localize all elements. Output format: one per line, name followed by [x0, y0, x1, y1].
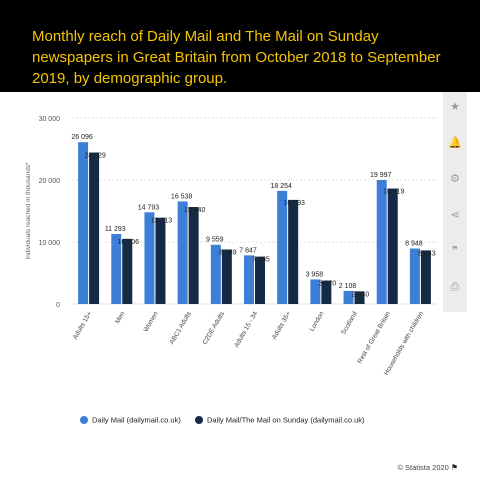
legend-label: Daily Mail/The Mail on Sunday (dailymail… — [207, 415, 365, 425]
bar — [354, 291, 365, 304]
star-icon[interactable]: ★ — [450, 100, 460, 113]
bar — [321, 280, 332, 304]
data-label: 9 559 — [206, 237, 224, 244]
bar — [89, 152, 100, 304]
print-icon[interactable]: ⎙ — [450, 280, 460, 293]
bar — [111, 233, 122, 304]
data-label: 13 913 — [151, 218, 173, 225]
bar — [221, 249, 232, 304]
y-axis-label: Individuals reached in thousands* — [25, 162, 32, 260]
legend-label: Daily Mail (dailymail.co.uk) — [92, 415, 181, 425]
x-tick-label: Adults 35+ — [271, 310, 293, 340]
bar — [177, 201, 188, 304]
data-label: 16 538 — [171, 193, 193, 200]
bar — [288, 199, 299, 304]
data-label: 3 770 — [319, 281, 337, 288]
x-tick-label: C2DE Adults — [202, 310, 227, 346]
data-label: 18 619 — [383, 189, 405, 196]
data-label: 8 948 — [405, 241, 423, 248]
bell-icon[interactable]: 🔔 — [448, 136, 462, 149]
x-tick-label: Households with children — [383, 310, 425, 376]
bar — [78, 142, 89, 304]
x-tick-label: Adults 15+ — [72, 310, 94, 340]
data-label: 18 254 — [270, 183, 292, 190]
x-tick-label: Women — [142, 310, 159, 333]
quote-icon[interactable]: ❞ — [452, 244, 458, 257]
data-label: 24 429 — [84, 153, 106, 160]
footer: © Statista 2020 ⚑ — [397, 463, 458, 472]
legend-marker — [80, 416, 88, 425]
sidebar-toolbar: ★ 🔔 ⚙ ⋖ ❞ ⎙ — [443, 92, 467, 312]
bar-chart: 0 10 000 20 000 30 000 Individuals reached i… — [25, 116, 437, 377]
data-label: 11 293 — [105, 226, 126, 233]
bar — [244, 255, 254, 304]
chart-title: Monthly reach of Daily Mail and The Mail… — [32, 28, 441, 87]
data-label: 3 958 — [306, 271, 324, 278]
x-tick-label: Adults 15 - 34 — [233, 310, 259, 349]
legend-item-daily-mail[interactable]: Daily Mail (dailymail.co.uk) — [80, 415, 181, 425]
x-tick-label: Scotland — [340, 310, 359, 336]
x-tick-label: Rest of Great Britain — [356, 310, 392, 365]
flag-icon[interactable]: ⚑ — [450, 463, 458, 472]
y-tick-label: 20 000 — [39, 178, 61, 185]
x-tick-label: Men — [114, 310, 127, 325]
bar — [387, 188, 398, 304]
data-label: 19 997 — [370, 172, 392, 179]
title-banner: Monthly reach of Daily Mail and The Mail… — [0, 0, 480, 92]
bar — [343, 290, 354, 304]
data-label: 7 847 — [239, 247, 257, 254]
bar — [310, 279, 321, 304]
bar — [409, 248, 420, 304]
share-icon[interactable]: ⋖ — [450, 208, 460, 221]
x-tick-label: London — [309, 310, 326, 333]
bar — [210, 244, 221, 304]
data-label: 7 635 — [252, 257, 270, 264]
data-label: 8 789 — [219, 250, 237, 257]
bar — [255, 256, 265, 304]
gear-icon[interactable]: ⚙ — [450, 172, 460, 185]
bar — [122, 238, 133, 304]
bar — [277, 190, 288, 304]
source-credit[interactable]: © Statista 2020 — [397, 463, 449, 472]
legend-marker — [195, 416, 203, 425]
data-label: 2 108 — [339, 283, 357, 290]
bar — [144, 212, 155, 304]
bar — [188, 207, 199, 304]
data-label: 26 096 — [71, 134, 93, 141]
data-label: 16 793 — [283, 200, 305, 207]
x-tick-label: ABC1 Adults — [169, 310, 194, 346]
y-tick-label: 10 000 — [39, 240, 61, 247]
bar — [420, 250, 431, 304]
y-tick-label: 30 000 — [39, 116, 61, 123]
data-label: 8 643 — [418, 250, 436, 257]
legend-item-mail-on-sunday[interactable]: Daily Mail/The Mail on Sunday (dailymail… — [195, 415, 365, 425]
data-label: 2 040 — [352, 291, 370, 298]
y-tick-label: 0 — [56, 302, 60, 309]
data-label: 14 793 — [138, 204, 160, 211]
data-label: 10 506 — [118, 239, 140, 246]
bar — [155, 217, 166, 304]
data-label: 15 640 — [184, 207, 206, 214]
bar — [376, 180, 387, 304]
